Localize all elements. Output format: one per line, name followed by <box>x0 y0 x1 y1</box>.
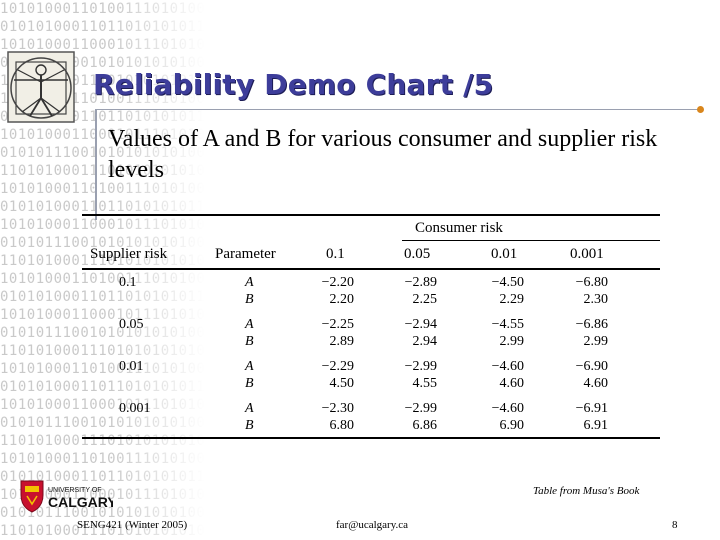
consumer-level-header: 0.001 <box>570 246 604 262</box>
table-cell: 2.20 <box>329 292 355 307</box>
param-label: B <box>245 376 254 391</box>
table-cell: 4.50 <box>329 376 355 391</box>
consumer-level-header: 0.01 <box>491 246 518 262</box>
table-cell: −2.99 <box>404 359 437 374</box>
param-label: B <box>245 292 254 307</box>
table-cell: −6.90 <box>575 359 608 374</box>
table-cell: 4.60 <box>583 376 609 391</box>
table-cell: 2.30 <box>583 292 609 307</box>
table-cell: 6.90 <box>499 418 525 433</box>
table-cell: 6.91 <box>583 418 609 433</box>
parameter-header: Parameter <box>215 246 276 262</box>
supplier-risk-value: 0.1 <box>119 275 137 290</box>
table-cell: −4.50 <box>491 275 524 290</box>
table-cell: 4.55 <box>412 376 438 391</box>
table-cell: −4.55 <box>491 317 524 332</box>
param-label: A <box>245 275 254 290</box>
consumer-risk-header: Consumer risk <box>415 220 503 236</box>
university-of-calgary-logo: UNIVERSITY OF CALGARY <box>20 480 113 513</box>
slide-subtitle: Values of A and B for various consumer a… <box>108 126 658 183</box>
vitruvian-man-logo <box>7 51 75 123</box>
table-cell: 2.29 <box>499 292 525 307</box>
param-label: A <box>245 401 254 416</box>
supplier-risk-value: 0.05 <box>119 317 144 332</box>
title-side-rule <box>95 110 97 220</box>
table-cell: −6.91 <box>575 401 608 416</box>
table-cell: 2.89 <box>329 334 355 349</box>
table-cell: −2.29 <box>321 359 354 374</box>
param-label: A <box>245 317 254 332</box>
param-label: A <box>245 359 254 374</box>
param-label: B <box>245 334 254 349</box>
table-cell: −2.20 <box>321 275 354 290</box>
table-cell: 2.99 <box>499 334 525 349</box>
supplier-risk-value: 0.01 <box>119 359 144 374</box>
footer-page-number: 8 <box>672 519 678 531</box>
table-cell: 2.25 <box>412 292 438 307</box>
consumer-level-header: 0.1 <box>326 246 345 262</box>
table-cell: −2.25 <box>321 317 354 332</box>
table-cell: 4.60 <box>499 376 525 391</box>
footer-course: SENG421 (Winter 2005) <box>77 519 188 531</box>
table-cell: −2.89 <box>404 275 437 290</box>
title-underline <box>95 109 700 110</box>
table-top-rule <box>82 214 660 216</box>
table-cell: −4.60 <box>491 401 524 416</box>
table-cell: 6.86 <box>412 418 438 433</box>
group-header-rule <box>402 240 660 241</box>
title-accent-dot <box>697 106 704 113</box>
table-cell: 6.80 <box>329 418 355 433</box>
table-cell: −2.30 <box>321 401 354 416</box>
param-label: B <box>245 418 254 433</box>
risk-table: Consumer risk Supplier risk Parameter 0.… <box>82 214 660 439</box>
table-cell: −2.94 <box>404 317 437 332</box>
table-bottom-rule <box>82 437 660 439</box>
table-cell: −6.86 <box>575 317 608 332</box>
table-cell: 2.99 <box>583 334 609 349</box>
table-caption: Table from Musa's Book <box>533 485 640 497</box>
header-bottom-rule <box>82 268 660 270</box>
supplier-risk-header: Supplier risk <box>90 246 168 262</box>
table-cell: −4.60 <box>491 359 524 374</box>
footer-email: far@ucalgary.ca <box>336 519 409 531</box>
logo-text-line2: CALGARY <box>48 494 113 510</box>
table-cell: −6.80 <box>575 275 608 290</box>
table-cell: 2.94 <box>412 334 438 349</box>
logo-text-line1: UNIVERSITY OF <box>48 487 102 494</box>
slide-title: Reliability Demo Chart /5 <box>93 68 494 101</box>
supplier-risk-value: 0.001 <box>119 401 151 416</box>
table-cell: −2.99 <box>404 401 437 416</box>
consumer-level-header: 0.05 <box>404 246 431 262</box>
